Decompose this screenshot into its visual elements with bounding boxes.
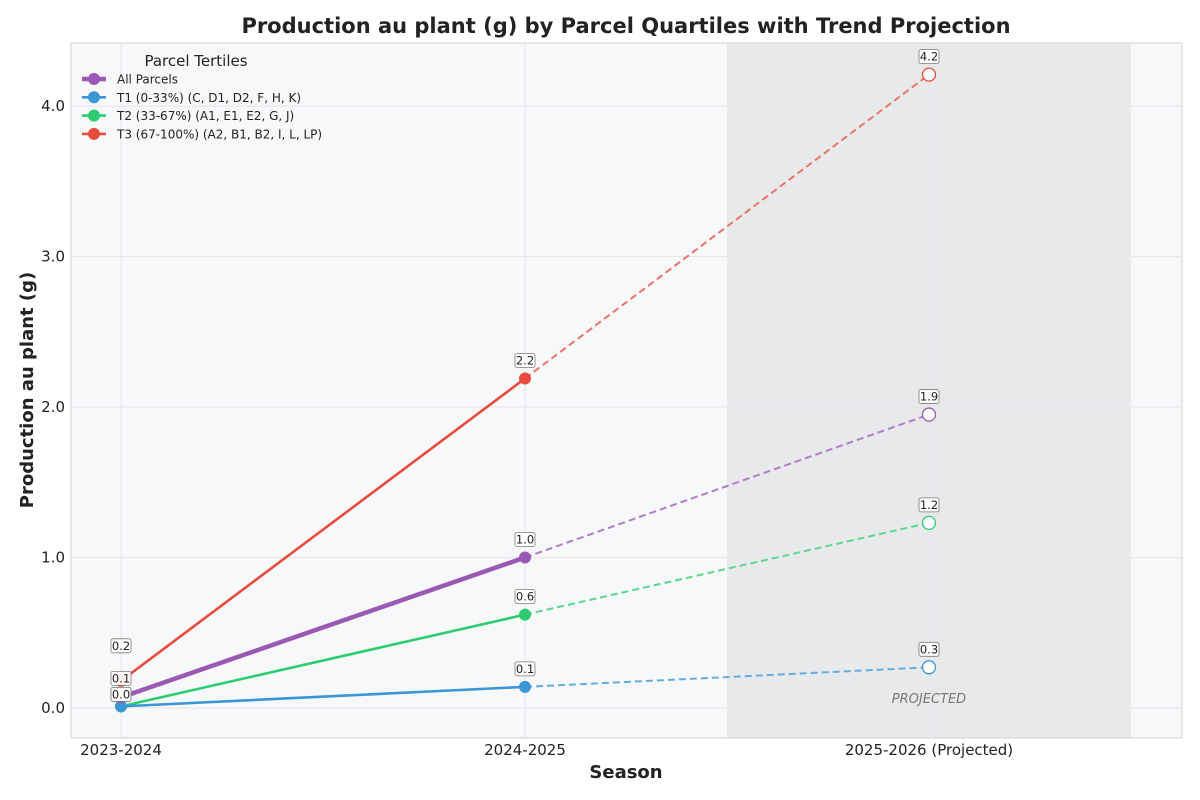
x-tick-label: 2025-2026 (Projected) (845, 741, 1013, 759)
legend-item: T3 (67-100%) (A2, B1, B2, I, L, LP) (82, 127, 322, 141)
legend-item: All Parcels (82, 73, 178, 87)
legend-label: T3 (67-100%) (A2, B1, B2, I, L, LP) (116, 127, 322, 141)
legend-item: T2 (33-67%) (A1, E1, E2, G, J) (82, 109, 294, 123)
data-labels: 0.11.01.90.00.10.30.00.61.20.22.24.2 (110, 49, 940, 702)
x-tick-label: 2024-2025 (484, 741, 566, 759)
projected-point (921, 407, 937, 422)
plot-frame (70, 42, 1183, 739)
projected-point (921, 660, 937, 675)
data-point (519, 551, 531, 564)
projected-region-label: PROJECTED (892, 692, 966, 707)
data-label: 1.0 (514, 532, 536, 547)
y-tick-label: 1.0 (41, 548, 65, 566)
data-label: 0.2 (110, 638, 132, 654)
data-label-text: 0.0 (112, 687, 130, 701)
data-label: 2.2 (514, 353, 536, 368)
series-line (119, 377, 527, 683)
y-tick-labels: 0.0 1.0 2.0 3.0 4.0 (41, 97, 65, 717)
legend: Parcel Tertiles All Parcels T1 (0-33%) (C,… (82, 52, 322, 141)
y-tick-label: 4.0 (41, 97, 65, 115)
legend-marker (88, 109, 100, 122)
x-axis-title: Season (589, 762, 662, 783)
series-t1 (115, 660, 937, 713)
y-tick-label: 2.0 (41, 398, 65, 416)
data-point (519, 680, 531, 693)
series-line (119, 685, 527, 708)
series-line (118, 555, 528, 700)
projection-line (524, 666, 930, 688)
data-label-text: 2.2 (516, 353, 534, 367)
data-label: 0.6 (514, 589, 536, 605)
legend-marker (88, 127, 100, 140)
data-label-text: 1.0 (516, 532, 534, 546)
data-label-text: 0.1 (112, 671, 130, 685)
projection-line (524, 73, 930, 380)
y-tick-label: 3.0 (41, 248, 65, 266)
data-label-text: 0.2 (112, 639, 130, 653)
projected-point (921, 67, 937, 82)
legend-label: T1 (0-33%) (C, D1, D2, F, H, K) (116, 91, 301, 105)
series-line (119, 613, 527, 708)
data-label: 1.2 (918, 497, 940, 513)
legend-item: T1 (0-33%) (C, D1, D2, F, H, K) (82, 91, 301, 105)
chart-title: Production au plant (g) by Parcel Quarti… (241, 14, 1010, 38)
projected-point (921, 515, 937, 531)
data-label-text: 0.1 (516, 662, 534, 676)
data-label: 4.2 (918, 49, 940, 64)
data-label-text: 0.3 (920, 642, 938, 656)
series (115, 67, 937, 713)
data-label: 1.9 (918, 389, 940, 404)
data-label: 0.1 (110, 670, 132, 686)
data-label: 0.3 (918, 641, 940, 657)
legend-marker (88, 91, 100, 104)
data-label-text: 0.6 (516, 590, 534, 604)
legend-label: All Parcels (117, 73, 178, 87)
y-tick-label: 0.0 (41, 699, 65, 717)
data-label: 0.1 (514, 661, 536, 677)
projection-line (524, 413, 930, 559)
data-label: 0.0 (110, 687, 132, 702)
projection-line (524, 521, 930, 616)
x-tick-label: 2023-2024 (80, 741, 162, 759)
data-label-text: 1.9 (920, 390, 938, 404)
data-point (519, 608, 531, 621)
x-tick-labels: 2023-2024 2024-2025 2025-2026 (Projected) (80, 741, 1013, 759)
legend-marker (88, 73, 100, 85)
y-axis-title: Production au plant (g) (17, 272, 38, 508)
legend-label: T2 (33-67%) (A1, E1, E2, G, J) (116, 109, 294, 123)
data-point (519, 372, 531, 385)
legend-title: Parcel Tertiles (144, 52, 247, 70)
data-label-text: 1.2 (920, 498, 938, 512)
data-label-text: 4.2 (920, 50, 938, 64)
